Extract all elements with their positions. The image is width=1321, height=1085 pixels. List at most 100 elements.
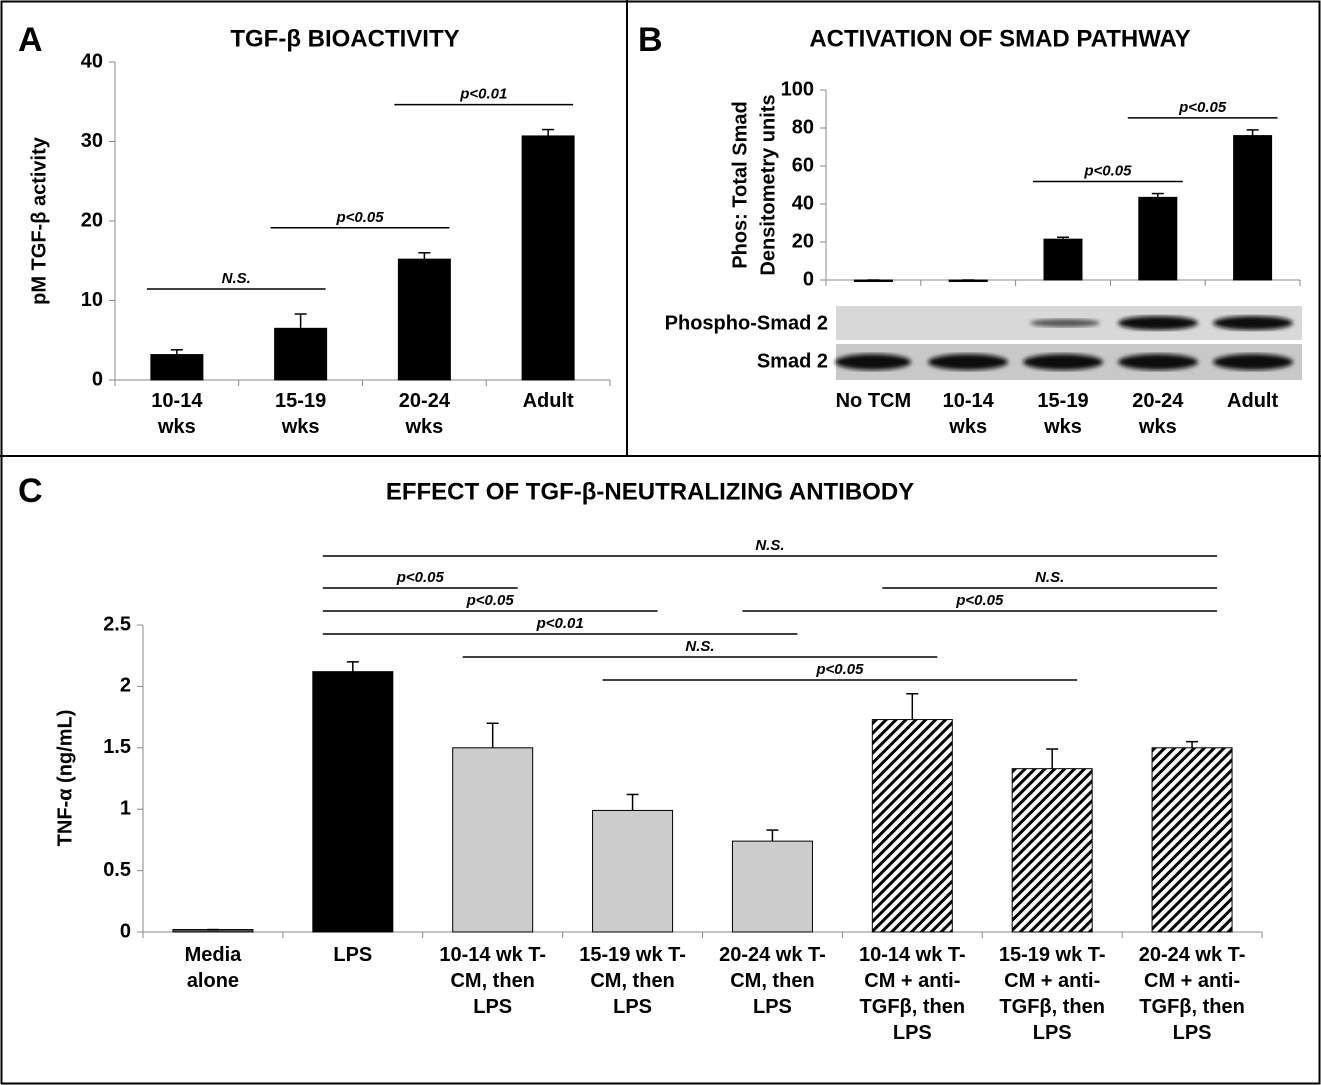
y-axis-label: pM TGF-β activity <box>28 136 50 305</box>
y-tick-label: 0 <box>120 920 131 942</box>
significance-label: p<0.05 <box>1178 99 1227 116</box>
y-tick-label: 40 <box>81 50 103 72</box>
x-tick-label: Media alone <box>156 942 270 994</box>
bar <box>1152 748 1232 932</box>
chart-title: EFFECT OF TGF-β-NEUTRALIZING ANTIBODY <box>386 478 914 505</box>
x-tick-label: Adult <box>1207 388 1299 414</box>
x-tick-label-box: 10-14 wks <box>922 388 1014 498</box>
chart-title: TGF-β BIOACTIVITY <box>230 25 459 52</box>
figure: ATGF-β BIOACTIVITYpM TGF-β activity01020… <box>0 0 1321 1085</box>
bar <box>593 810 673 932</box>
error-bar <box>906 694 918 720</box>
significance-label: p<0.05 <box>1083 163 1132 180</box>
y-tick-label: 100 <box>781 78 814 100</box>
blot-label: Phospho-Smad 2 <box>665 312 828 334</box>
bar <box>1139 197 1177 280</box>
error-bar <box>1152 194 1164 198</box>
error-bar <box>171 350 183 355</box>
x-tick-label-box: LPS <box>296 942 410 1052</box>
blot-label: Smad 2 <box>757 350 828 372</box>
x-tick-label-box: 15-19 wks <box>256 388 346 498</box>
x-tick-label-box: 20-24 wk T-CM + anti-TGFβ, then LPS <box>1135 942 1249 1052</box>
bar <box>522 136 574 380</box>
y-tick-label: 1 <box>120 797 131 819</box>
x-tick-label-box: 10-14 wk T-CM, then LPS <box>436 942 550 1052</box>
bar <box>275 328 327 380</box>
x-tick-label-box: Media alone <box>156 942 270 1052</box>
bar <box>151 355 203 380</box>
western-blot <box>835 306 1302 380</box>
x-tick-label-box: Adult <box>1207 388 1299 498</box>
y-tick-label: 0.5 <box>103 859 131 881</box>
x-tick-label: 15-19 wks <box>256 388 346 440</box>
bar <box>732 841 812 932</box>
page: ATGF-β BIOACTIVITYpM TGF-β activity01020… <box>0 0 1321 1085</box>
x-tick-label: No TCM <box>827 388 919 414</box>
bar <box>453 748 533 932</box>
y-tick-label: 0 <box>803 268 814 290</box>
error-bar <box>1247 130 1259 136</box>
significance-label: N.S. <box>222 270 251 287</box>
error-bar <box>418 253 430 259</box>
error-bar <box>487 723 499 748</box>
y-axis-label: TNF-α (ng/mL) <box>54 710 76 847</box>
x-tick-label: LPS <box>296 942 410 968</box>
y-tick-label: 10 <box>81 289 103 311</box>
x-tick-label-box: 15-19 wks <box>1017 388 1109 498</box>
y-tick-label: 1.5 <box>103 736 131 758</box>
significance-label: N.S. <box>685 638 714 655</box>
significance-label: N.S. <box>755 537 784 554</box>
y-tick-label: 2.5 <box>103 613 131 635</box>
significance-label: p<0.01 <box>459 86 507 103</box>
bar <box>1234 136 1272 280</box>
x-tick-label-box: 15-19 wk T-CM, then LPS <box>576 942 690 1052</box>
significance-label: p<0.01 <box>536 615 584 632</box>
bar <box>1012 769 1092 932</box>
x-tick-label-box: 20-24 wks <box>1112 388 1204 498</box>
x-tick-label: 10-14 wks <box>132 388 222 440</box>
x-tick-label-box: 15-19 wk T-CM + anti-TGFβ, then LPS <box>995 942 1109 1052</box>
x-tick-label: 10-14 wk T-CM + anti-TGFβ, then LPS <box>855 942 969 1046</box>
error-bar <box>1046 749 1058 769</box>
error-bar <box>347 662 359 672</box>
y-tick-label: 80 <box>792 116 814 138</box>
x-tick-label: 15-19 wk T-CM + anti-TGFβ, then LPS <box>995 942 1109 1046</box>
y-tick-label: 20 <box>792 230 814 252</box>
significance-label: p<0.05 <box>815 661 864 678</box>
significance-label: p<0.05 <box>396 569 445 586</box>
panel-letter: A <box>18 21 43 59</box>
x-tick-label: 10-14 wks <box>922 388 1014 440</box>
x-tick-label: 10-14 wk T-CM, then LPS <box>436 942 550 1020</box>
error-bar <box>766 830 778 841</box>
bar <box>398 259 450 380</box>
y-tick-label: 20 <box>81 209 103 231</box>
y-tick-label: 40 <box>792 192 814 214</box>
panel-letter: C <box>18 472 43 510</box>
error-bar <box>627 794 639 810</box>
x-tick-label: 20-24 wk T-CM, then LPS <box>715 942 829 1020</box>
y-tick-label: 0 <box>92 368 103 390</box>
panel-letter: B <box>638 21 663 59</box>
y-tick-label: 30 <box>81 130 103 152</box>
x-tick-label: 20-24 wks <box>1112 388 1204 440</box>
error-bar <box>295 314 307 328</box>
x-tick-label: 15-19 wks <box>1017 388 1109 440</box>
error-bar <box>1186 742 1198 748</box>
x-tick-label-box: 20-24 wk T-CM, then LPS <box>715 942 829 1052</box>
bar <box>313 672 393 932</box>
significance-label: N.S. <box>1035 569 1064 586</box>
x-tick-label: 15-19 wk T-CM, then LPS <box>576 942 690 1020</box>
y-axis-label: Phos: Total Smad <box>729 101 751 268</box>
bar <box>1044 239 1082 280</box>
error-bar <box>542 130 554 136</box>
y-axis-label: Densitometry units <box>757 94 779 275</box>
significance-label: p<0.05 <box>335 209 384 226</box>
chart-title: ACTIVATION OF SMAD PATHWAY <box>809 25 1190 52</box>
x-tick-label: Adult <box>503 388 593 414</box>
x-tick-label: 20-24 wks <box>379 388 469 440</box>
x-tick-label: 20-24 wk T-CM + anti-TGFβ, then LPS <box>1135 942 1249 1046</box>
significance-label: p<0.05 <box>466 592 515 609</box>
y-tick-label: 60 <box>792 154 814 176</box>
x-tick-label-box: 10-14 wks <box>132 388 222 498</box>
bar <box>872 720 952 932</box>
